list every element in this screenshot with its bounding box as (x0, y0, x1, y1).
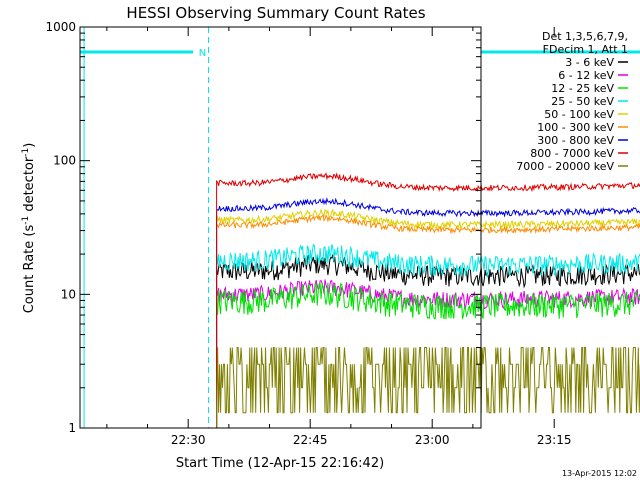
legend-entry-label: 7000 - 20000 keV (516, 160, 614, 173)
series-trace (216, 279, 640, 428)
x-axis-label: Start Time (12-Apr-15 22:16:42) (176, 456, 384, 471)
legend-entry-label: 3 - 6 keV (565, 56, 614, 69)
y-tick-label: 10 (61, 287, 76, 301)
x-tick-label: 23:15 (537, 433, 572, 447)
y-tick-label: 1000 (45, 20, 76, 34)
series-trace (216, 208, 640, 428)
series-trace (216, 172, 640, 428)
x-tick-label: 22:30 (171, 433, 206, 447)
series-trace (216, 347, 640, 428)
legend-entry-label: 50 - 100 keV (544, 108, 614, 121)
legend-entry-label: 100 - 300 keV (537, 121, 614, 134)
y-tick-label: 100 (53, 154, 76, 168)
y-axis-label: Count Rate (s-1 detector-1) (21, 143, 37, 314)
y-tick-label: 1 (68, 421, 76, 435)
series-trace (216, 196, 640, 428)
plot-data: NSF (80, 27, 640, 428)
x-tick-label: 23:00 (415, 433, 450, 447)
legend-entry-label: 25 - 50 keV (551, 95, 614, 108)
x-tick-label: 22:45 (293, 433, 328, 447)
legend-header: FDecim 1, Att 1 (543, 43, 628, 56)
legend-entry-label: 6 - 12 keV (558, 69, 614, 82)
legend-entry-label: 300 - 800 keV (537, 134, 614, 147)
series-trace (216, 243, 640, 428)
plot-frame (79, 26, 482, 429)
series-trace (216, 282, 640, 428)
timestamp-stamp: 13-Apr-2015 12:02 (562, 469, 637, 478)
legend-entry-label: 12 - 25 keV (551, 82, 614, 95)
legend: Det 1,3,5,6,7,9,FDecim 1, Att 13 - 6 keV… (516, 30, 628, 173)
marker-label-n: N (199, 48, 206, 59)
legend-header: Det 1,3,5,6,7,9, (542, 30, 628, 43)
series-trace (216, 214, 640, 428)
legend-entry-label: 800 - 7000 keV (530, 147, 614, 160)
chart-title: HESSI Observing Summary Count Rates (126, 4, 425, 22)
